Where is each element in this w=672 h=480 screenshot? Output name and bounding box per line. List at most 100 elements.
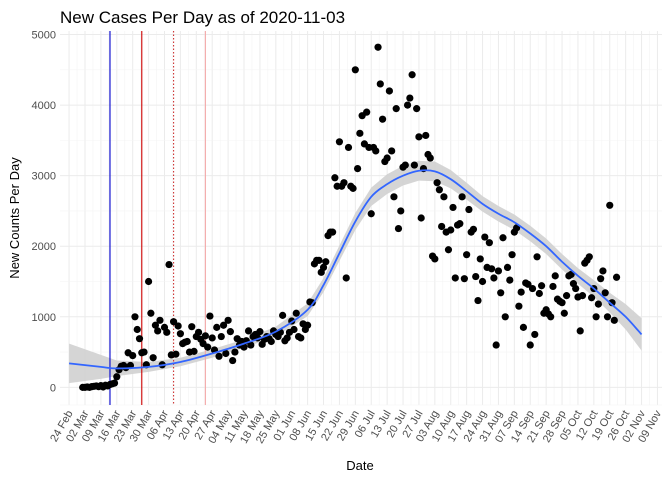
data-point (215, 352, 223, 360)
data-point (240, 343, 248, 351)
data-point (297, 334, 305, 342)
data-point (478, 277, 487, 286)
data-point (226, 328, 234, 336)
data-point (156, 316, 164, 324)
data-point (572, 284, 580, 293)
data-point (456, 220, 464, 228)
data-point (506, 276, 514, 284)
data-point (135, 335, 144, 343)
data-point (154, 327, 162, 335)
data-point (472, 272, 480, 281)
data-point (533, 253, 541, 261)
data-point (451, 274, 459, 282)
data-point (585, 253, 593, 261)
data-point (331, 174, 339, 182)
confidence-band-area (69, 160, 642, 384)
data-point (508, 251, 516, 259)
data-point (335, 138, 344, 146)
data-point (247, 341, 255, 349)
data-point (174, 322, 182, 330)
data-point (597, 275, 605, 283)
data-point (431, 255, 439, 263)
data-point (422, 131, 430, 140)
data-point (551, 272, 559, 280)
data-point (413, 105, 421, 113)
data-point (363, 108, 371, 116)
data-point (547, 313, 555, 321)
data-point (549, 282, 557, 291)
data-point (449, 203, 457, 212)
data-point (410, 161, 418, 169)
y-tick-label: 3000 (32, 171, 56, 183)
data-point (151, 321, 160, 329)
x-axis-label: Date (346, 458, 373, 473)
data-point (415, 133, 423, 141)
data-point (353, 165, 362, 173)
data-point (469, 225, 478, 233)
data-point (444, 246, 453, 254)
data-point (279, 311, 287, 319)
data-point (517, 288, 525, 296)
data-point (188, 323, 196, 331)
chart-title: New Cases Per Day as of 2020-11-03 (60, 8, 345, 27)
data-point (385, 87, 393, 95)
data-point (190, 347, 198, 355)
data-point (499, 234, 507, 242)
data-point (497, 289, 505, 297)
data-point (342, 274, 350, 282)
y-tick-label: 5000 (32, 30, 56, 42)
data-point (403, 101, 412, 109)
data-point (438, 222, 446, 231)
data-point (290, 325, 298, 334)
data-point (465, 205, 473, 214)
data-point (485, 239, 493, 247)
data-point (349, 184, 357, 192)
y-tick-label: 2000 (32, 241, 56, 253)
data-point (388, 147, 396, 155)
data-point (344, 143, 353, 152)
data-point (256, 328, 264, 336)
data-point (526, 341, 534, 349)
data-point (394, 224, 403, 233)
data-point (528, 284, 537, 293)
data-point (535, 289, 543, 298)
data-point (601, 289, 609, 297)
data-point (129, 352, 137, 360)
y-tick-label: 1000 (32, 312, 56, 324)
data-point (481, 233, 489, 241)
data-point (592, 313, 600, 321)
data-point (390, 193, 398, 201)
trend-line (68, 169, 643, 370)
y-tick-label: 4000 (32, 100, 56, 112)
confidence-band (69, 160, 642, 384)
data-point (165, 260, 173, 269)
data-point (144, 277, 153, 286)
data-point (608, 299, 616, 307)
data-point (538, 282, 546, 290)
data-point (169, 318, 178, 326)
data-point (183, 337, 191, 346)
data-point (603, 313, 612, 321)
data-point (378, 115, 387, 123)
data-point (224, 316, 232, 324)
data-point (329, 228, 337, 236)
data-point (340, 179, 348, 187)
data-point (319, 263, 328, 271)
data-point (219, 321, 228, 329)
data-point (531, 330, 539, 339)
data-point (513, 224, 521, 232)
y-tick-label: 0 (50, 382, 56, 394)
data-point (401, 161, 409, 169)
data-point (231, 348, 239, 356)
data-point (612, 273, 621, 281)
data-point (587, 294, 596, 302)
data-point (440, 193, 448, 201)
data-point (490, 274, 498, 282)
data-point (356, 129, 364, 137)
data-point (133, 325, 141, 334)
data-point (560, 309, 568, 317)
data-point (474, 296, 482, 305)
data-point (315, 256, 323, 264)
